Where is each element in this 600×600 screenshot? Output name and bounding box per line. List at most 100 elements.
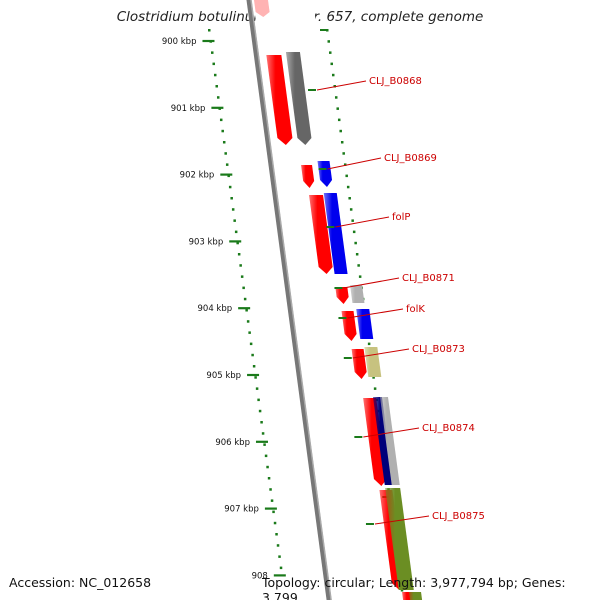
track-dot [328,51,332,54]
gene-leader-line [316,80,367,91]
ruler-dot [230,197,233,200]
ruler-dot [269,488,272,491]
track-dot [327,40,331,43]
cds-arrow-partial [254,0,270,17]
feature-track [253,0,394,600]
ruler-tick-label: 905 kbp [206,371,241,381]
ruler-tick-label: 901 kbp [171,104,206,114]
track-dot [354,241,357,245]
track-dot [351,219,354,222]
ruler-dot [239,264,242,267]
ruler-dot [236,241,239,245]
track-dot [336,107,339,110]
gene-labels: CLJ_B0868 CLJ_B0869 folP CLJ_B0871 folK CLJ_B… [308,76,485,525]
track-dot [331,73,335,77]
ruler-dot [249,342,253,346]
ruler-dot [225,163,229,166]
ruler-dot [257,398,260,402]
ruler-dot [252,365,256,368]
gene-leader-line [352,348,410,359]
gene-leader-line [335,216,390,228]
track-dot [337,118,341,122]
track-dot [342,152,345,155]
cds-arrow [335,287,349,304]
ruler-dot [261,432,265,435]
ruler-dot [264,454,268,458]
gene-label: CLJ_B0875 [432,511,485,522]
gene-label: CLJ_B0874 [422,423,475,434]
ruler-dot [273,521,277,525]
ruler-dot [243,297,247,301]
cds-arrow [266,55,293,145]
track-dot [373,387,377,390]
track-dot [330,62,333,66]
track-dot [334,96,338,99]
ruler-dot [228,185,232,189]
gene-leader-line [347,308,404,319]
ruler-dot [208,29,211,32]
track-dot [340,141,344,144]
ruler-tick-label: 902 kbp [180,171,215,181]
gene-leader-line [363,427,420,438]
track-dot [352,230,356,234]
ruler-dot [279,566,283,570]
gene-label: folP [392,212,410,223]
ruler-dot [258,409,262,413]
ruler-dot [213,73,217,77]
cds-arrow [301,165,315,188]
accession-label: Accession: NC_012658 [9,575,152,590]
ruler-dot [270,499,274,502]
ruler-dot [212,62,215,66]
ruler-dot [278,555,281,558]
track-dot [339,129,342,133]
track-dot [400,589,404,592]
ruler-dot [231,208,235,211]
ruler-dot [234,230,238,234]
ruler-dot [272,510,275,514]
ruler-tick-label: 900 kbp [162,37,197,47]
ruler-dot [245,309,248,312]
track-dot [349,208,353,211]
ruler-dot [276,544,280,547]
gene-leader-line [374,515,430,525]
ruler-dot [216,96,220,99]
gene-feature [285,52,312,145]
ruler-dot [242,286,245,290]
ruler-dot [237,253,241,256]
genome-backbone [246,0,332,600]
track-dot [358,275,362,278]
gene-feature [350,285,365,303]
track-dot [343,163,347,166]
topology-summary: Topology: circular; Length: 3,977,794 bp… [262,575,566,600]
ruler-dot [246,320,250,323]
gene-label: CLJ_B0869 [384,153,437,164]
gene-label: CLJ_B0868 [369,76,422,87]
ruler-tick-label: 904 kbp [198,304,233,314]
track-dot [345,174,348,178]
gene-feature [356,309,374,339]
ruler-dot [255,387,259,390]
ruler-dot [227,174,230,178]
genome-backbone-highlight [250,0,332,600]
ruler-tick-label: 906 kbp [215,438,250,448]
ruler-dot [266,465,269,469]
ruler-tick-label: 907 kbp [224,505,259,515]
gene-feature [317,161,333,187]
track-dot [348,197,351,200]
gene-feature [364,347,382,377]
ruler-dot [248,331,251,334]
gene-label: folK [406,304,425,315]
gene-leader-line [343,277,400,289]
gene-feature [385,488,414,590]
gene-feature [379,397,400,485]
ruler-dot [260,421,263,424]
ruler-tick-label: 908 [252,571,268,581]
ruler-dot [221,129,224,133]
gene-feature [323,193,348,274]
gene-feature [372,397,394,485]
cds-arrow [363,398,387,486]
ruler-dot [240,275,244,278]
ruler-dot [222,141,226,144]
